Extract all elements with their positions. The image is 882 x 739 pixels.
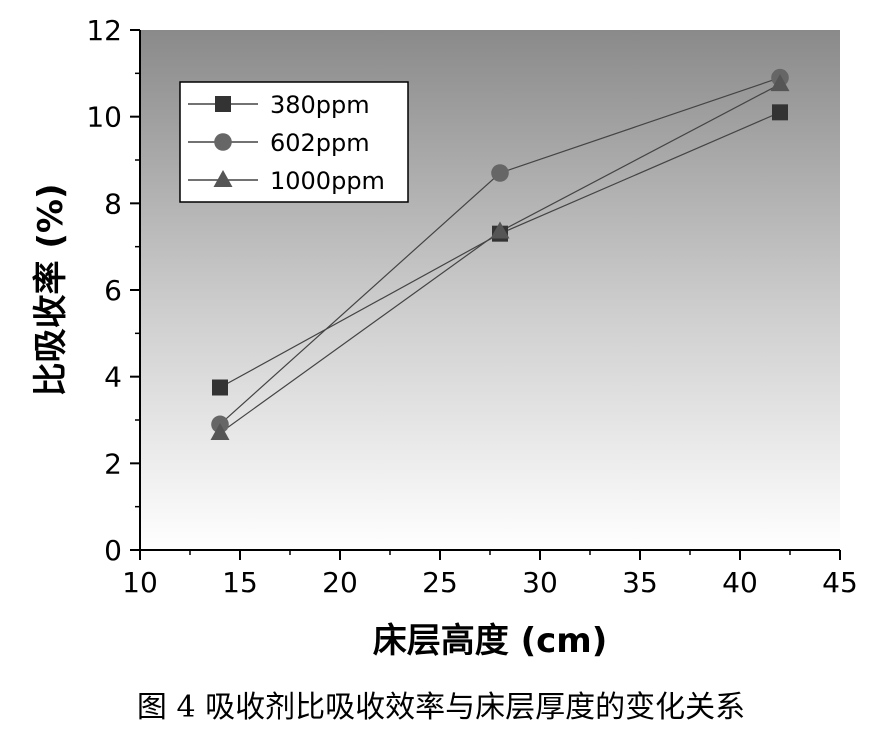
data-point-602ppm-1 — [491, 164, 509, 182]
legend-label-602ppm: 602ppm — [270, 129, 370, 157]
y-tick-label-5: 10 — [86, 101, 122, 134]
y-tick-label-0: 0 — [104, 534, 122, 567]
legend-marker-602ppm — [214, 133, 232, 151]
x-tick-label-2: 20 — [322, 566, 358, 599]
x-tick-label-3: 25 — [422, 566, 458, 599]
y-tick-label-3: 6 — [104, 274, 122, 307]
data-point-380ppm-0 — [212, 379, 228, 396]
data-point-1000ppm-1 — [490, 221, 510, 239]
legend-marker-380ppm — [215, 96, 231, 112]
y-tick-label-1: 2 — [104, 447, 122, 480]
data-point-1000ppm-0 — [210, 423, 230, 440]
x-tick-label-1: 15 — [222, 566, 258, 599]
x-tick-label-6: 40 — [722, 566, 758, 599]
axes-layer: 10 15 20 25 30 35 40 45 0 2 4 6 8 10 12 — [86, 14, 857, 599]
y-tick-label-2: 4 — [104, 361, 122, 394]
legend-label-1000ppm: 1000ppm — [270, 167, 385, 195]
x-tick-label-0: 10 — [122, 566, 158, 599]
data-point-1000ppm-2 — [770, 74, 790, 92]
x-tick-label-4: 30 — [522, 566, 558, 599]
legend-marker-1000ppm — [213, 170, 233, 187]
y-axis-title: 比吸收率 (%) — [31, 184, 71, 397]
figure-caption: 图 4 吸收剂比吸收效率与床层厚度的变化关系 — [137, 690, 745, 725]
series-layer — [210, 68, 790, 440]
x-axis-title: 床层高度 (cm) — [373, 621, 608, 661]
y-tick-label-4: 8 — [104, 187, 122, 220]
x-tick-label-5: 35 — [622, 566, 658, 599]
data-point-380ppm-2 — [772, 104, 788, 121]
legend-label-380ppm: 380ppm — [270, 91, 370, 119]
x-tick-label-7: 45 — [822, 566, 858, 599]
legend: 380ppm 602ppm 1000ppm — [179, 81, 409, 203]
y-tick-label-6: 12 — [86, 14, 122, 47]
